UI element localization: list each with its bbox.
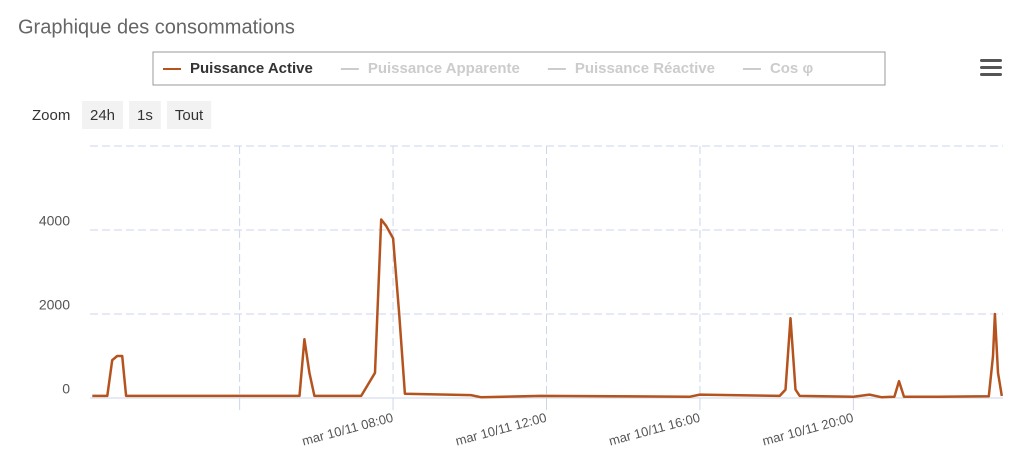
- chart-title: Graphique des consommations: [18, 16, 295, 38]
- legend-label[interactable]: Puissance Réactive: [575, 60, 715, 77]
- x-tick-label: mar 10/11 12:00: [454, 410, 548, 449]
- x-tick-label: mar 10/11 20:00: [761, 410, 855, 449]
- menu-bar: [980, 66, 1002, 69]
- x-tick-label: mar 10/11 16:00: [607, 410, 701, 449]
- legend-label[interactable]: Puissance Apparente: [368, 60, 520, 77]
- zoom-button-bg[interactable]: [166, 101, 212, 129]
- legend-label[interactable]: Cos φ: [770, 60, 814, 77]
- y-tick-label: 4000: [39, 213, 70, 229]
- menu-bar: [980, 59, 1002, 62]
- y-tick-label: 0: [62, 381, 70, 397]
- menu-icon[interactable]: [980, 59, 1002, 76]
- series-line: [92, 218, 1004, 399]
- zoom-button-bg[interactable]: [82, 101, 124, 129]
- zoom-button-bg[interactable]: [129, 101, 161, 129]
- zoom-button[interactable]: 1s: [137, 107, 153, 124]
- zoom-button[interactable]: Tout: [175, 107, 204, 124]
- menu-bar: [980, 73, 1002, 76]
- legend-label[interactable]: Puissance Active: [190, 60, 313, 77]
- x-tick-label: mar 10/11 08:00: [300, 410, 394, 449]
- y-tick-label: 2000: [39, 297, 70, 313]
- zoom-button[interactable]: 24h: [90, 107, 115, 124]
- legend-box: [152, 51, 886, 86]
- zoom-label: Zoom: [32, 107, 70, 124]
